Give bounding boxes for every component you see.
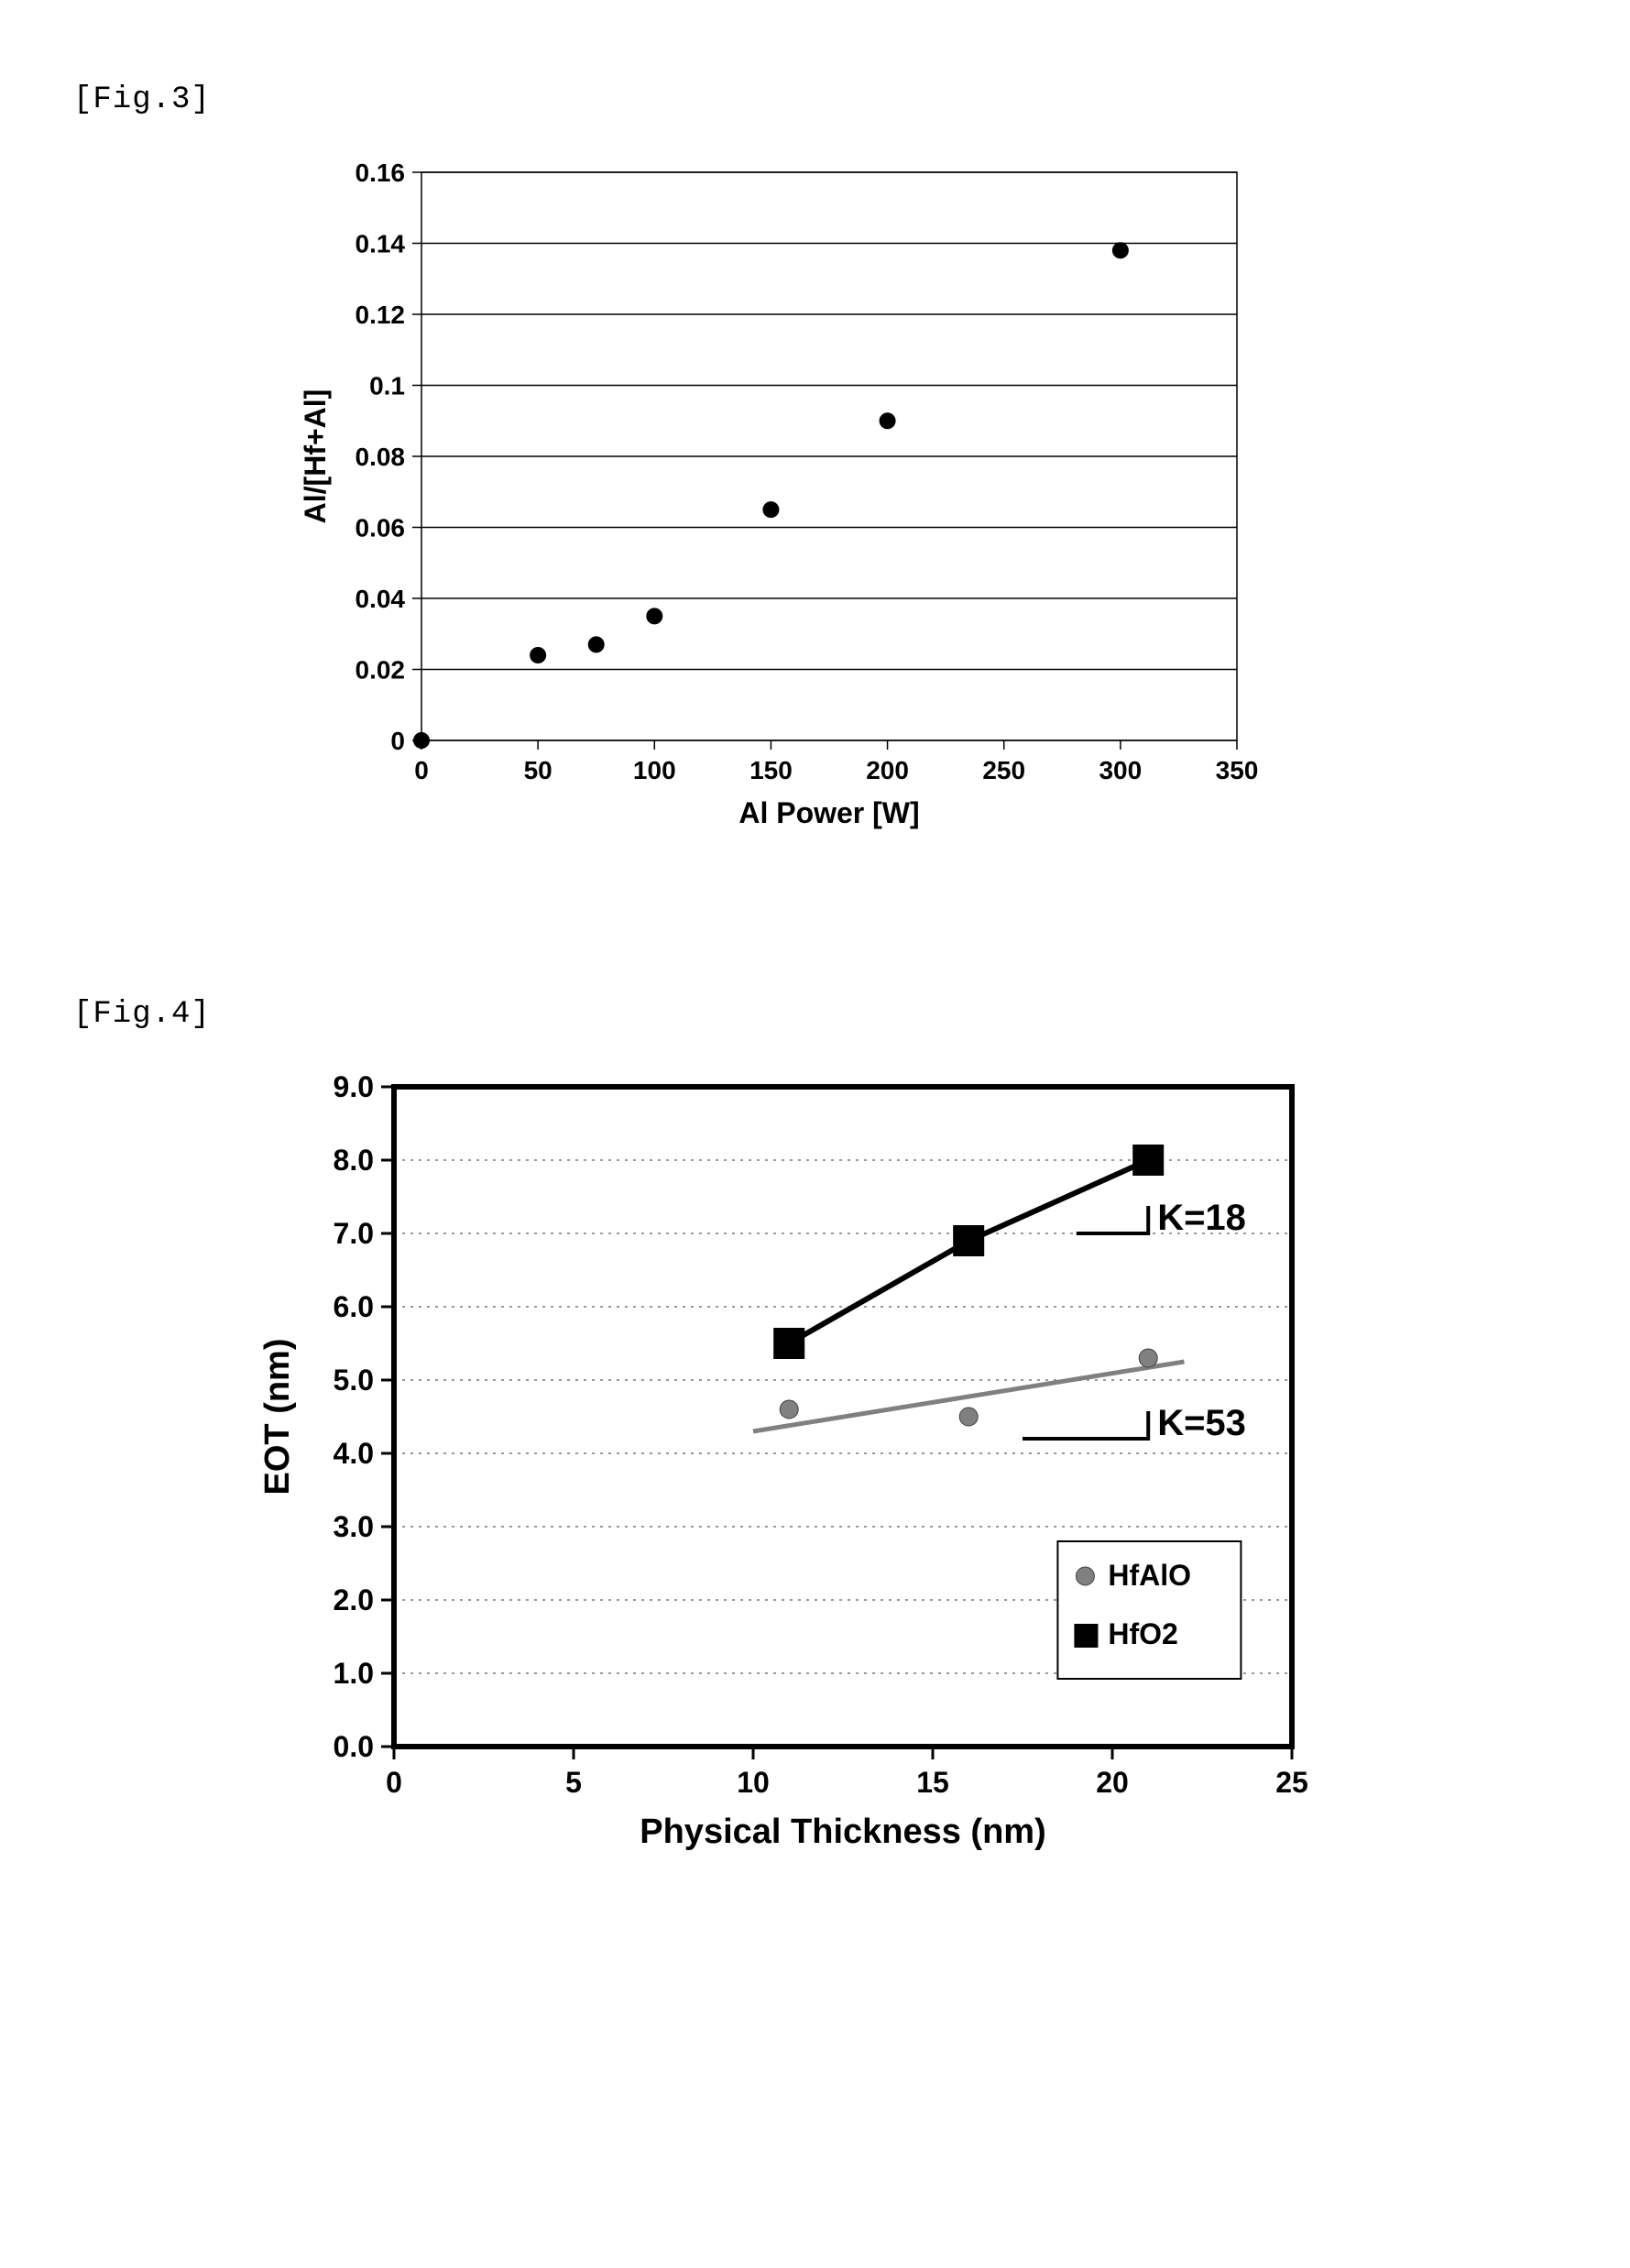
fig4-ytick: 5.0: [334, 1364, 374, 1397]
fig3-point: [413, 732, 430, 749]
legend-label-hfo2: HfO2: [1108, 1617, 1177, 1650]
fig3-xtick: 300: [1099, 756, 1142, 784]
fig3-ytick: 0.02: [356, 656, 406, 685]
fig4-point-hfo2: [953, 1225, 984, 1256]
fig3-label: [Fig.3]: [73, 82, 1557, 117]
fig3-xlabel: Al Power [W]: [738, 796, 919, 829]
fig4-annot-text: K=53: [1157, 1403, 1246, 1443]
fig3-ytick: 0.16: [356, 159, 406, 187]
fig3-xtick: 150: [749, 756, 793, 784]
fig4-xtick: 20: [1096, 1766, 1129, 1799]
fig4-chart: 0 5 10 15 20 25 0.0 1.0 2.0 3.0 4.0 5.0 6.0 7.0 8.0 9.0…: [238, 1068, 1557, 1912]
fig3-point: [530, 647, 546, 663]
fig4-ylabel: EOT (nm): [258, 1339, 297, 1496]
fig3-ytick: 0: [390, 727, 405, 755]
fig4-annot-bracket: [1023, 1411, 1148, 1439]
fig4-point-hfalo: [780, 1400, 798, 1419]
legend-label-hfalo: HfAlO: [1108, 1559, 1191, 1592]
fig4-ytick: 4.0: [334, 1437, 374, 1470]
fig3-ytick: 0.08: [356, 443, 406, 471]
fig3-xtick: 100: [633, 756, 676, 784]
fig3-ytick: 0.14: [356, 230, 406, 258]
fig4-point-hfo2: [773, 1328, 804, 1359]
fig4-ytick: 2.0: [334, 1583, 374, 1616]
fig3-point: [762, 501, 779, 518]
fig3-chart: 0 50 100 150 200 250 300 350 0 0.02 0.04 0.06 0.08 0.…: [284, 154, 1557, 869]
fig4-xtick: 0: [386, 1766, 402, 1799]
legend-marker-hfalo: [1076, 1567, 1094, 1585]
fig3-point: [880, 412, 896, 429]
fig4-xtick: 10: [737, 1766, 770, 1799]
fig3-ytick: 0.12: [356, 301, 406, 329]
fig3-ytick: 0.06: [356, 514, 406, 542]
fig4-annot-text: K=18: [1157, 1198, 1246, 1238]
fig4-xtick: 25: [1275, 1766, 1308, 1799]
fig3-xtick: 350: [1216, 756, 1259, 784]
fig4-ytick: 6.0: [334, 1290, 374, 1323]
fig3-xtick: 200: [866, 756, 909, 784]
fig4-ytick: 1.0: [334, 1657, 374, 1690]
fig4-xtick: 5: [565, 1766, 582, 1799]
fig3-xtick: 50: [524, 756, 552, 784]
fig3-ylabel: Al/[Hf+Al]: [299, 389, 332, 524]
legend-marker-hfo2: [1074, 1624, 1098, 1648]
fig3-ytick: 0.1: [369, 372, 405, 400]
fig3-point: [588, 636, 605, 652]
fig4-ytick: 7.0: [334, 1217, 374, 1250]
fig4-xlabel: Physical Thickness (nm): [640, 1813, 1046, 1851]
fig4-ytick: 8.0: [334, 1144, 374, 1177]
fig4-xtick: 15: [916, 1766, 949, 1799]
fig3-xtick: 0: [414, 756, 429, 784]
fig3-point: [1112, 242, 1129, 258]
fig4-label: [Fig.4]: [73, 997, 1557, 1032]
fig4-annot-bracket: [1077, 1206, 1148, 1233]
fig4-point-hfalo: [1139, 1349, 1157, 1367]
fig3-xtick: 250: [982, 756, 1025, 784]
fig4-point-hfalo: [959, 1408, 978, 1426]
fig4-point-hfo2: [1132, 1145, 1164, 1176]
fig3-ytick: 0.04: [356, 585, 406, 613]
fig4-ytick: 0.0: [334, 1730, 374, 1763]
fig4-ytick: 3.0: [334, 1510, 374, 1543]
fig3-point: [646, 608, 662, 624]
fig4-ytick: 9.0: [334, 1070, 374, 1103]
